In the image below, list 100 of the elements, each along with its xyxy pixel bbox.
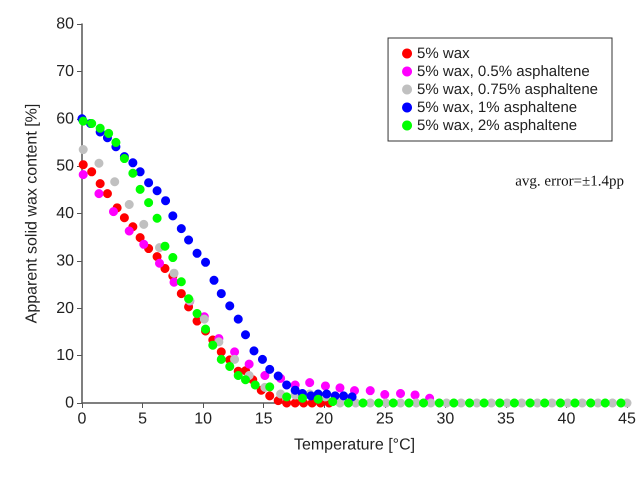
point — [260, 371, 270, 380]
point — [225, 362, 234, 372]
point — [328, 397, 338, 406]
point — [510, 398, 519, 408]
legend-label: 5% wax — [417, 45, 470, 62]
point — [380, 390, 390, 399]
point — [124, 226, 134, 236]
point — [434, 398, 444, 408]
point — [161, 196, 170, 206]
point — [265, 364, 274, 374]
point — [94, 189, 104, 198]
x-tick-label: 40 — [558, 410, 576, 428]
point — [176, 277, 186, 286]
point — [230, 347, 240, 356]
point — [465, 398, 474, 408]
point — [449, 398, 458, 408]
point — [200, 314, 209, 324]
point — [419, 398, 428, 408]
point — [96, 124, 105, 133]
point — [104, 128, 114, 138]
point — [216, 347, 226, 356]
point — [404, 398, 414, 408]
point — [265, 382, 274, 392]
x-tick-label: 15 — [254, 410, 273, 428]
y-tick-label: 20 — [56, 300, 74, 317]
point — [335, 383, 344, 392]
point — [96, 179, 105, 188]
point — [290, 386, 300, 395]
point — [225, 301, 234, 310]
point — [339, 391, 348, 400]
x-tick-label: 5 — [138, 410, 148, 428]
annotation: avg. error=±1.4pp — [515, 174, 624, 190]
point — [78, 160, 88, 170]
point — [136, 233, 145, 242]
point — [556, 398, 565, 408]
point — [234, 371, 243, 380]
point — [192, 248, 202, 258]
point — [78, 170, 88, 180]
point — [374, 398, 384, 408]
point — [570, 398, 580, 408]
y-tick-label: 0 — [65, 394, 74, 412]
point — [170, 268, 179, 278]
point — [152, 186, 162, 196]
point — [139, 220, 148, 229]
point — [176, 224, 186, 234]
point — [109, 207, 118, 216]
point — [139, 240, 148, 249]
x-tick-label: 20 — [315, 410, 334, 428]
point — [120, 213, 129, 222]
point — [152, 214, 162, 223]
point — [234, 314, 243, 324]
point — [87, 167, 96, 176]
legend-label: 5% wax, 0.75% asphaltene — [417, 81, 598, 98]
point — [102, 189, 112, 198]
point — [216, 354, 226, 364]
y-tick-label: 10 — [56, 347, 74, 364]
y-tick-label: 70 — [56, 62, 74, 80]
point — [192, 308, 202, 318]
x-tick-label: 35 — [496, 410, 515, 428]
point — [241, 330, 250, 340]
point — [282, 392, 292, 402]
point — [124, 200, 134, 209]
point — [265, 391, 274, 400]
point — [282, 380, 292, 390]
point — [258, 354, 267, 364]
legend-label: 5% wax, 0.5% asphaltene — [417, 63, 590, 80]
point — [250, 380, 260, 390]
point — [410, 390, 420, 400]
point — [320, 381, 330, 390]
legend-label: 5% wax, 2% asphaltene — [417, 117, 578, 134]
point — [168, 253, 178, 262]
point — [249, 346, 258, 356]
x-tick-label: 10 — [194, 410, 212, 428]
point — [170, 278, 179, 287]
point — [480, 398, 489, 408]
point — [144, 178, 154, 188]
y-tick-label: 50 — [56, 158, 74, 175]
x-axis-title: Temperature [°C] — [294, 436, 416, 454]
point — [110, 177, 120, 186]
point — [298, 394, 307, 403]
y-tick-label: 80 — [56, 16, 74, 32]
point — [495, 398, 504, 408]
point — [244, 360, 254, 369]
point — [526, 398, 535, 408]
point — [210, 276, 219, 285]
point — [136, 167, 145, 176]
point — [94, 158, 104, 168]
point — [160, 242, 170, 251]
point — [586, 398, 596, 408]
x-tick-label: 45 — [618, 410, 636, 428]
point — [128, 158, 138, 168]
point — [201, 258, 210, 267]
point — [160, 264, 170, 273]
point — [168, 211, 178, 220]
legend-label: 5% wax, 1% asphaltene — [417, 99, 578, 116]
point — [128, 168, 138, 178]
x-tick-label: 0 — [78, 410, 87, 428]
point — [274, 372, 283, 380]
point — [616, 398, 626, 408]
point — [366, 386, 375, 396]
